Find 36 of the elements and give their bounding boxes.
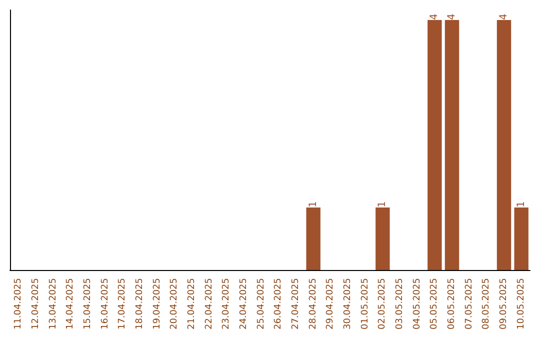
x-tick-label: 29.04.2025 xyxy=(326,278,336,330)
x-tick-label: 15.04.2025 xyxy=(83,278,93,330)
x-tick-label: 22.04.2025 xyxy=(204,278,214,330)
x-tick-label: 21.04.2025 xyxy=(187,278,197,330)
x-tick-label: 11.04.2025 xyxy=(14,278,24,330)
x-tick-label: 06.05.2025 xyxy=(447,278,457,330)
data-label: 1 xyxy=(308,201,319,208)
data-label: 1 xyxy=(377,201,388,208)
x-tick-label: 03.05.2025 xyxy=(395,278,405,330)
x-tick-label: 28.04.2025 xyxy=(308,278,318,330)
x-tick-label: 07.05.2025 xyxy=(464,278,474,330)
x-tick-label: 10.05.2025 xyxy=(516,278,526,330)
x-tick-label: 24.04.2025 xyxy=(239,278,249,330)
x-tick-label: 17.04.2025 xyxy=(118,278,128,330)
x-tick-label: 20.04.2025 xyxy=(170,278,180,330)
data-label: 4 xyxy=(446,14,458,20)
data-label: 4 xyxy=(429,14,440,20)
x-tick-label: 08.05.2025 xyxy=(482,278,492,330)
x-tick-label: 01.05.2025 xyxy=(360,278,370,330)
x-tick-label: 04.05.2025 xyxy=(412,278,422,330)
x-tick-label: 13.04.2025 xyxy=(48,278,58,330)
x-tick-label: 27.04.2025 xyxy=(291,278,301,330)
x-tick-label: 23.04.2025 xyxy=(222,278,232,330)
x-tick-label: 12.04.2025 xyxy=(31,278,41,330)
data-label: 4 xyxy=(498,14,510,20)
x-tick-label: 19.04.2025 xyxy=(152,278,162,330)
x-tick-label: 14.04.2025 xyxy=(66,278,76,330)
x-tick-label: 18.04.2025 xyxy=(135,278,145,330)
x-tick-label: 25.04.2025 xyxy=(256,278,266,330)
x-tick-label: 02.05.2025 xyxy=(378,278,388,330)
x-tick-label: 16.04.2025 xyxy=(100,278,110,330)
x-tick-label: 05.05.2025 xyxy=(430,278,440,330)
x-tick-label: 26.04.2025 xyxy=(274,278,284,330)
x-tick-label: 30.04.2025 xyxy=(343,278,353,330)
data-label: 1 xyxy=(516,201,527,208)
x-tick-label: 09.05.2025 xyxy=(499,278,509,330)
